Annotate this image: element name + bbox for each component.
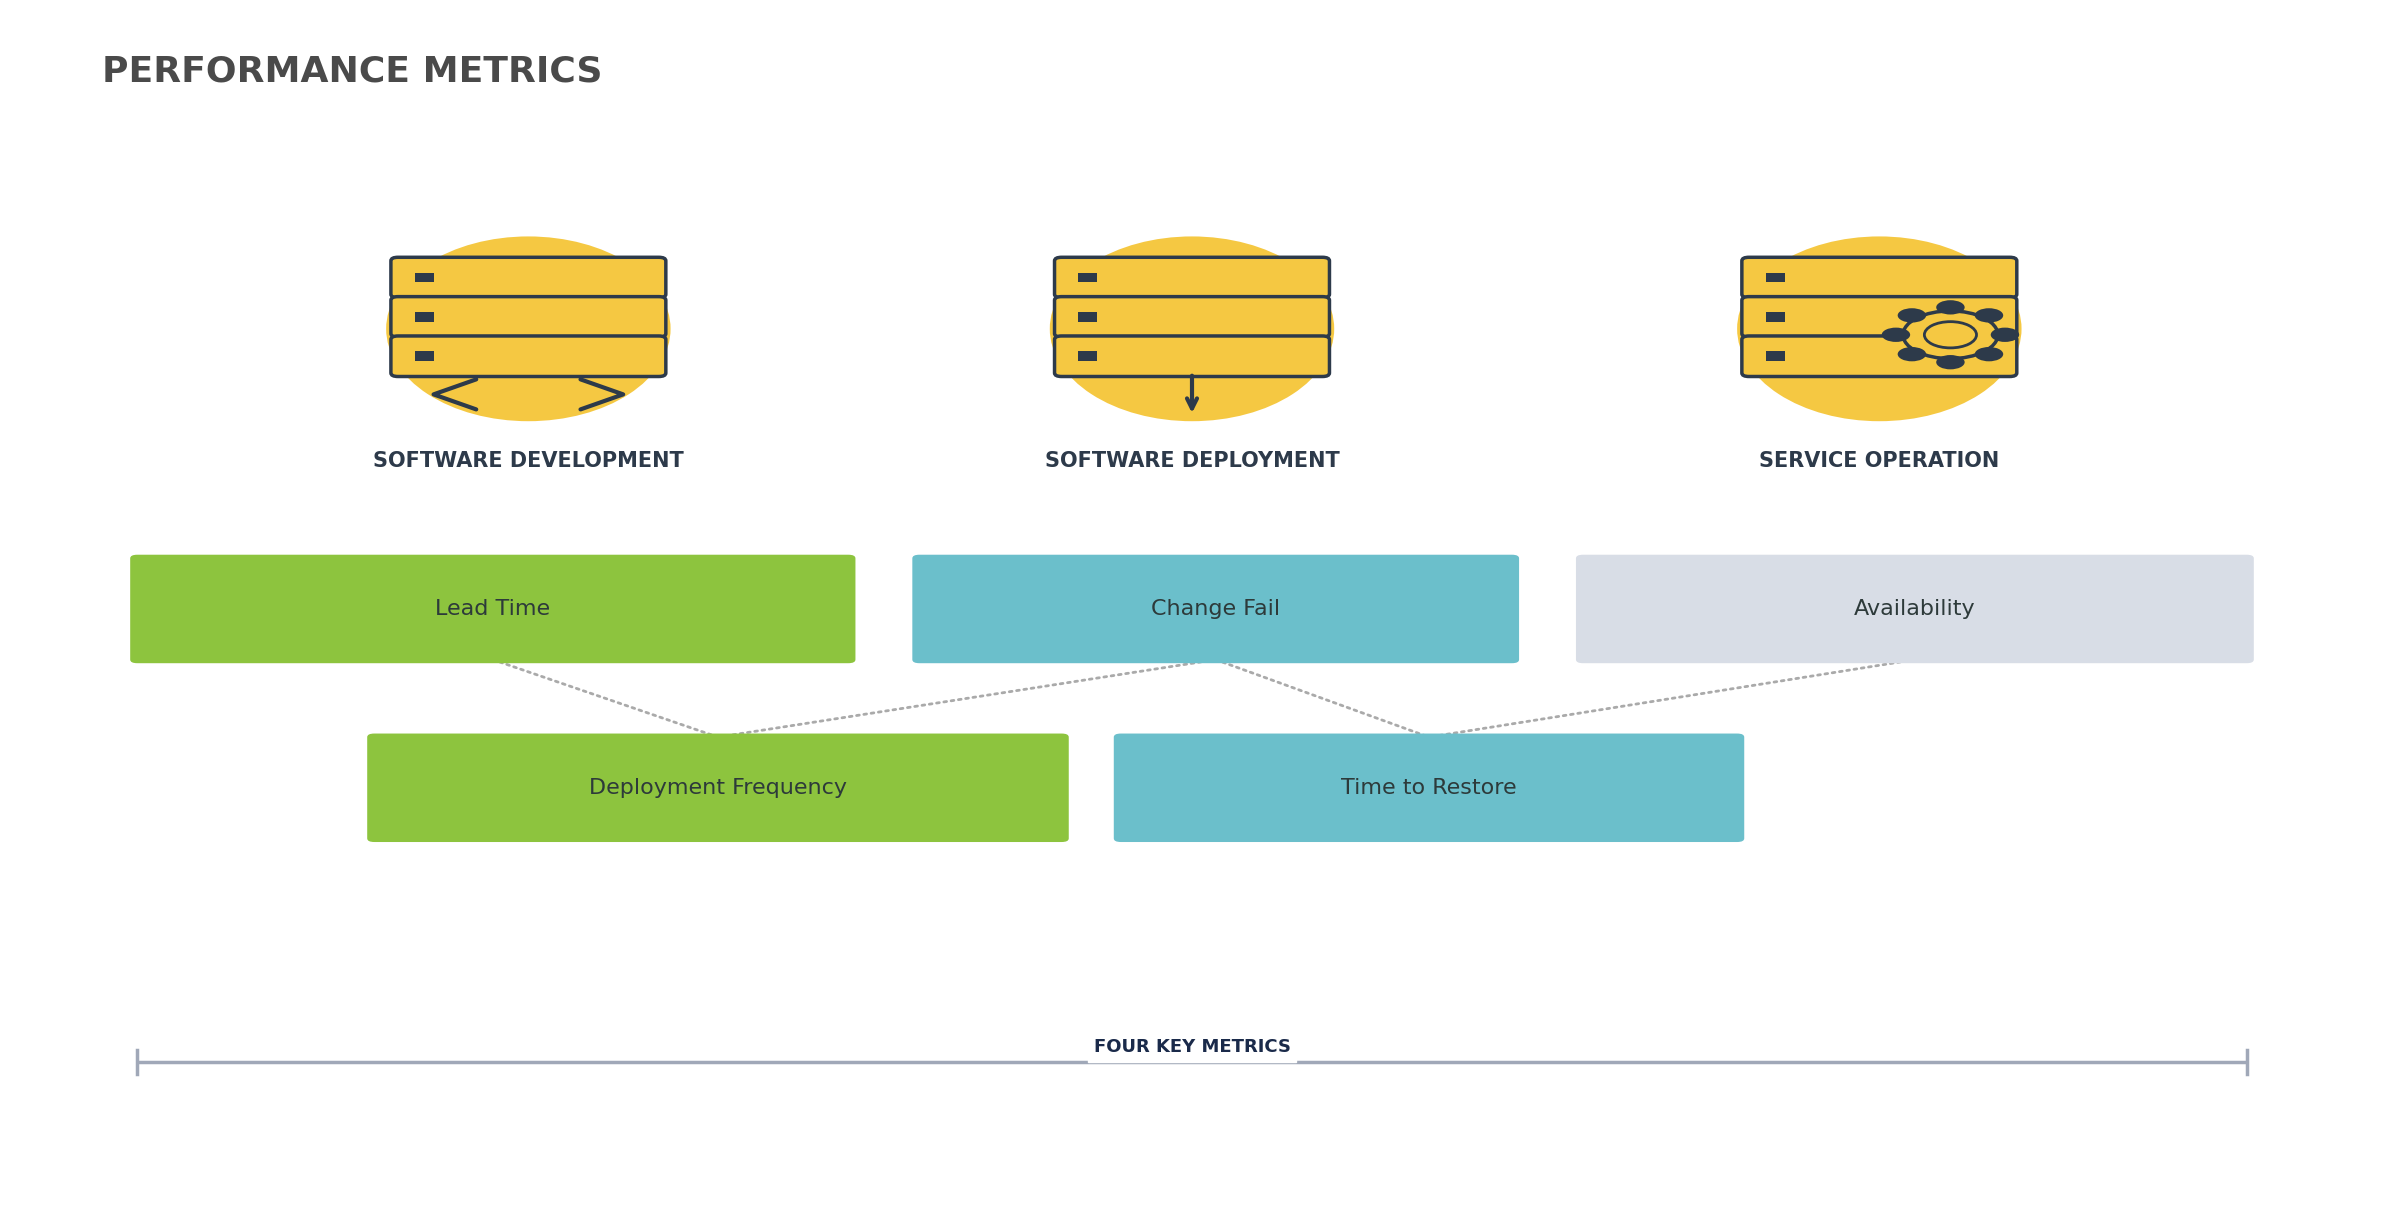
Text: Change Fail: Change Fail xyxy=(1151,599,1280,619)
FancyBboxPatch shape xyxy=(1767,351,1786,361)
Circle shape xyxy=(1902,311,1998,358)
Text: SOFTWARE DEVELOPMENT: SOFTWARE DEVELOPMENT xyxy=(372,451,684,472)
FancyBboxPatch shape xyxy=(391,297,665,338)
Ellipse shape xyxy=(1049,236,1335,421)
Circle shape xyxy=(1991,328,2019,343)
Text: SERVICE OPERATION: SERVICE OPERATION xyxy=(1759,451,2000,472)
Text: Deployment Frequency: Deployment Frequency xyxy=(589,778,846,798)
FancyBboxPatch shape xyxy=(1054,297,1330,338)
Text: Availability: Availability xyxy=(1855,599,1976,619)
Text: Time to Restore: Time to Restore xyxy=(1342,778,1516,798)
FancyBboxPatch shape xyxy=(1743,297,2017,338)
FancyBboxPatch shape xyxy=(1078,351,1097,361)
Circle shape xyxy=(1898,347,1926,362)
Ellipse shape xyxy=(1738,236,2022,421)
FancyBboxPatch shape xyxy=(1054,257,1330,298)
FancyBboxPatch shape xyxy=(1767,273,1786,282)
Circle shape xyxy=(1936,355,1964,369)
FancyBboxPatch shape xyxy=(415,273,434,282)
Circle shape xyxy=(1898,309,1926,322)
FancyBboxPatch shape xyxy=(1054,336,1330,376)
FancyBboxPatch shape xyxy=(131,555,856,663)
FancyBboxPatch shape xyxy=(1743,336,2017,376)
FancyBboxPatch shape xyxy=(415,312,434,322)
FancyBboxPatch shape xyxy=(391,257,665,298)
Ellipse shape xyxy=(386,236,670,421)
Text: SOFTWARE DEPLOYMENT: SOFTWARE DEPLOYMENT xyxy=(1044,451,1340,472)
Circle shape xyxy=(1924,322,1976,347)
Text: PERFORMANCE METRICS: PERFORMANCE METRICS xyxy=(103,54,603,88)
FancyBboxPatch shape xyxy=(367,733,1068,842)
Circle shape xyxy=(1974,347,2003,362)
FancyBboxPatch shape xyxy=(1743,257,2017,298)
Text: FOUR KEY METRICS: FOUR KEY METRICS xyxy=(1094,1038,1290,1056)
Text: Lead Time: Lead Time xyxy=(436,599,551,619)
Circle shape xyxy=(1974,309,2003,322)
FancyBboxPatch shape xyxy=(1767,312,1786,322)
Circle shape xyxy=(1936,300,1964,315)
Circle shape xyxy=(1881,328,1910,343)
FancyBboxPatch shape xyxy=(1078,312,1097,322)
FancyBboxPatch shape xyxy=(415,351,434,361)
FancyBboxPatch shape xyxy=(1113,733,1745,842)
FancyBboxPatch shape xyxy=(1078,273,1097,282)
FancyBboxPatch shape xyxy=(1576,555,2253,663)
FancyBboxPatch shape xyxy=(913,555,1519,663)
FancyBboxPatch shape xyxy=(391,336,665,376)
